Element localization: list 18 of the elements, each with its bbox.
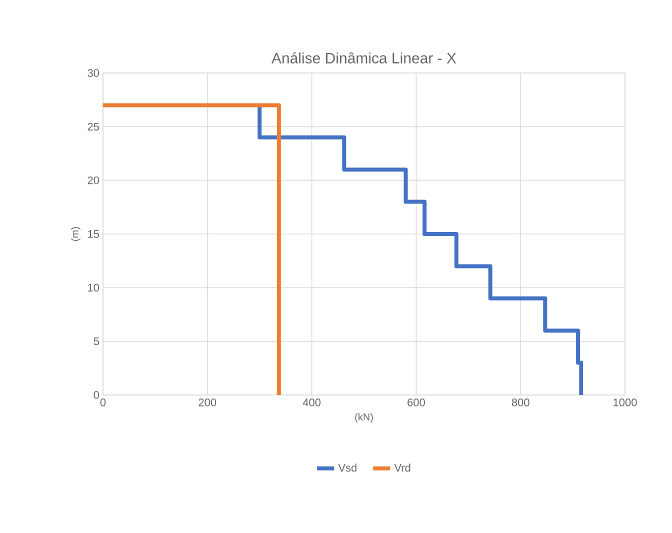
x-tick-label: 0 (100, 398, 106, 406)
chart-title: Análise Dinâmica Linear - X (271, 52, 456, 64)
legend-label: Vrd (394, 464, 410, 472)
y-tick-label: 20 (88, 176, 100, 184)
x-tick-label: 800 (512, 398, 530, 406)
y-tick-label: 30 (88, 69, 100, 77)
y-tick-label: 5 (94, 338, 99, 346)
x-tick-label: 400 (302, 398, 321, 406)
y-tick-label: 15 (88, 230, 99, 238)
y-tick-label: 25 (88, 122, 99, 131)
x-tick-label: 1000 (614, 398, 637, 406)
x-tick-label: 200 (198, 398, 216, 406)
y-axis-title: (m) (71, 227, 80, 241)
x-axis-title: (kN) (355, 413, 373, 423)
y-tick-label: 0 (94, 391, 100, 399)
y-tick-label: 10 (88, 284, 100, 292)
legend-label: Vsd (338, 464, 356, 472)
x-tick-label: 600 (408, 398, 425, 406)
